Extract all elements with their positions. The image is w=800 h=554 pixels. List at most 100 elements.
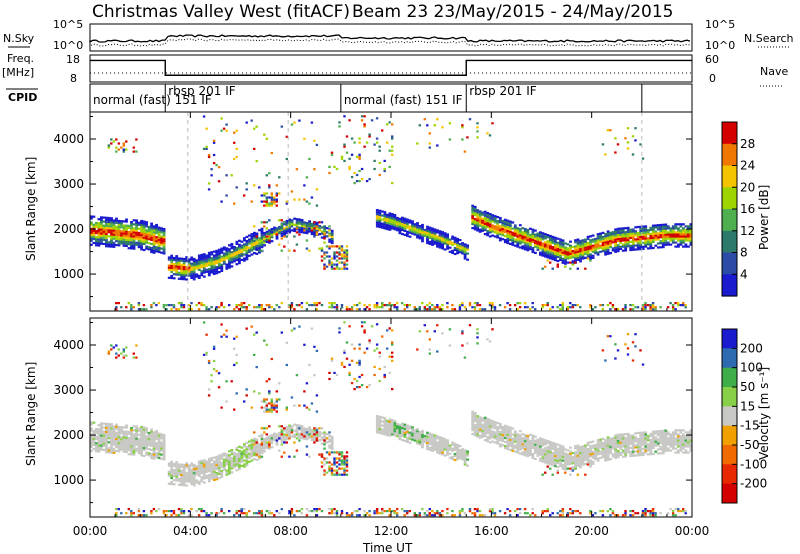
power-cell: [436, 243, 439, 246]
power-cell: [468, 118, 472, 121]
velocity-cell: [651, 440, 655, 443]
power-cell: [581, 249, 585, 252]
velocity-cell: [100, 438, 103, 441]
power-cell: [343, 253, 346, 256]
power-cell: [396, 216, 399, 220]
velocity-cell: [544, 457, 547, 460]
velocity-cell: [117, 434, 121, 437]
velocity-cell: [288, 430, 291, 433]
power-cell: [496, 230, 500, 233]
power-cell: [207, 155, 211, 159]
power-cell: [182, 276, 186, 279]
velocity-cell: [682, 435, 685, 438]
velocity-cell: [661, 435, 665, 438]
power-cell: [398, 223, 402, 227]
velocity-cell: [338, 467, 341, 470]
velocity-cell: [340, 473, 344, 476]
power-cell: [674, 237, 678, 240]
power-cell: [476, 229, 480, 232]
power-cell: [233, 308, 236, 311]
power-cell: [253, 184, 256, 187]
velocity-cell: [609, 452, 612, 455]
velocity-cell: [574, 465, 577, 468]
power-cell: [511, 239, 515, 242]
velocity-cell: [606, 440, 610, 443]
power-cell: [107, 225, 111, 228]
power-cell: [345, 306, 349, 309]
velocity-cell: [421, 438, 424, 441]
velocity-cell: [601, 456, 605, 459]
velocity-cell: [556, 443, 560, 446]
velocity-cell: [401, 422, 404, 425]
power-cell: [105, 226, 108, 229]
velocity-cell: [205, 474, 209, 477]
velocity-cell: [666, 449, 670, 452]
velocity-cell: [646, 445, 650, 448]
velocity-cell: [496, 430, 500, 433]
power-cell: [393, 218, 397, 221]
velocity-cell: [233, 460, 236, 463]
power-cell: [313, 235, 316, 238]
velocity-cell: [579, 447, 582, 451]
power-cell: [238, 257, 241, 261]
velocity-cell: [441, 449, 444, 452]
velocity-cell: [107, 451, 111, 454]
velocity-cell: [566, 449, 570, 452]
power-cell: [182, 261, 186, 265]
power-cell: [330, 239, 334, 243]
power-cell: [639, 243, 643, 247]
power-cell: [556, 241, 560, 244]
power-cell: [328, 171, 331, 175]
velocity-cell: [534, 441, 537, 444]
power-cell: [238, 259, 241, 263]
velocity-cell: [243, 465, 246, 468]
power-cell: [345, 308, 349, 311]
velocity-cell: [383, 429, 387, 432]
velocity-cell: [263, 442, 266, 445]
power-cell: [471, 221, 475, 224]
power-cell: [130, 308, 133, 311]
power-cell: [566, 308, 569, 311]
power-cell: [185, 258, 189, 261]
power-cell: [205, 147, 208, 150]
power-cell: [358, 302, 361, 305]
power-cell: [561, 239, 565, 242]
power-cell: [503, 220, 507, 223]
velocity-cell: [343, 469, 346, 472]
velocity-cell: [238, 465, 241, 469]
power-cell: [544, 251, 547, 254]
power-cell: [396, 308, 399, 311]
power-cell: [182, 257, 186, 261]
velocity-cell: [270, 442, 274, 445]
velocity-cell: [130, 445, 133, 448]
power-cell: [97, 238, 101, 241]
power-cell: [483, 226, 487, 230]
velocity-cell: [263, 400, 266, 403]
velocity-cell: [233, 462, 236, 465]
power-cell: [523, 234, 527, 237]
power-cell: [285, 221, 289, 225]
velocity-cell: [559, 454, 562, 457]
velocity-cell: [228, 462, 231, 465]
velocity-cell: [100, 440, 103, 443]
power-cell: [498, 219, 502, 222]
power-cell: [250, 247, 254, 250]
power-cell: [634, 127, 637, 130]
power-cell: [611, 235, 615, 238]
power-cell: [433, 234, 437, 237]
velocity-cell: [102, 422, 106, 425]
power-cell: [165, 304, 168, 307]
velocity-cell: [325, 457, 329, 460]
velocity-cell: [378, 427, 382, 431]
power-cell: [157, 250, 161, 254]
velocity-cell: [453, 444, 457, 447]
power-cell: [100, 238, 103, 241]
power-cell: [383, 221, 387, 224]
velocity-cell: [333, 469, 336, 472]
power-cell: [556, 263, 559, 266]
velocity-cell: [486, 423, 490, 427]
power-cell: [97, 218, 101, 221]
power-cell: [215, 306, 218, 309]
velocity-cell: [162, 458, 166, 461]
velocity-cell: [513, 434, 517, 437]
